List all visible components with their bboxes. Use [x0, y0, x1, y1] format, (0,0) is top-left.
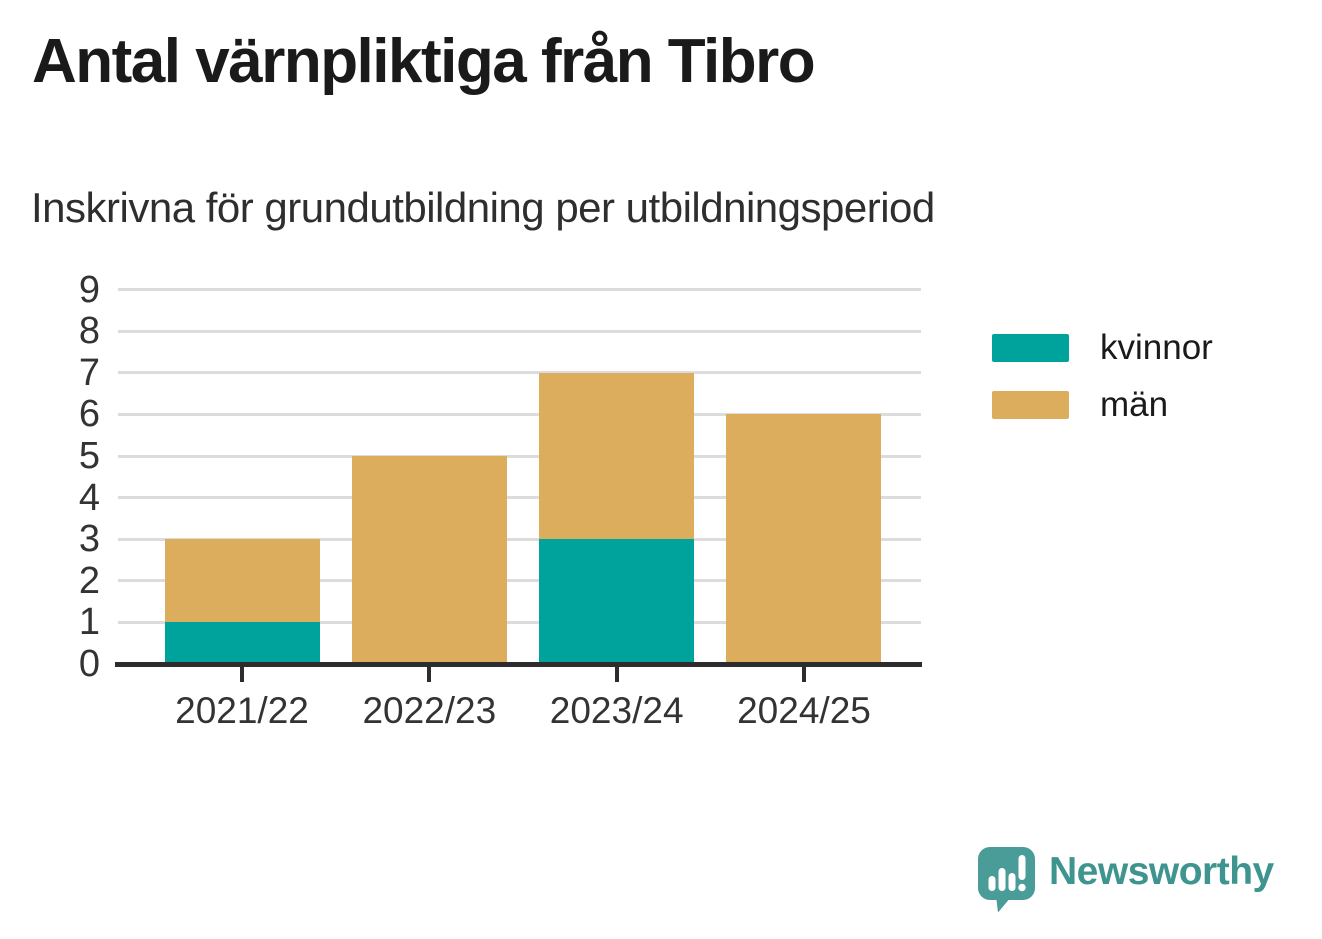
y-tick-label: 2: [78, 559, 100, 602]
y-tick-label: 8: [78, 310, 100, 353]
legend-row: kvinnor: [992, 328, 1213, 367]
bar-segment-män: [726, 414, 882, 664]
newsworthy-logo-icon: [978, 847, 1035, 913]
x-tick-label: 2023/24: [549, 690, 684, 731]
gridline: [118, 371, 921, 375]
y-tick-label: 6: [78, 393, 100, 436]
x-tick-label: 2024/25: [737, 690, 871, 731]
y-tick-label: 9: [78, 268, 100, 311]
bar-segment-män: [539, 372, 695, 540]
bar-segment-kvinnor: [164, 622, 320, 664]
y-tick-label: 3: [78, 518, 100, 561]
y-tick-label: 5: [78, 435, 100, 477]
y-tick-label: 1: [78, 601, 100, 644]
x-axis-line: [115, 662, 922, 667]
gridline: [118, 329, 921, 333]
y-tick-label: 0: [78, 643, 100, 685]
legend-label: kvinnor: [1100, 328, 1213, 367]
bar-segment-män: [164, 539, 320, 623]
x-axis-tick: [240, 666, 244, 682]
legend-swatch-män: [992, 391, 1069, 419]
x-tick-label: 2022/23: [362, 690, 497, 731]
gridline: [118, 412, 921, 416]
legend: kvinnor män: [992, 328, 1213, 448]
y-tick-label: 4: [78, 476, 100, 519]
legend-swatch-kvinnor: [992, 334, 1069, 362]
gridline: [118, 579, 921, 583]
x-axis-tick: [801, 666, 806, 682]
gridline: [118, 496, 921, 500]
brand-name: Newsworthy: [1049, 850, 1274, 893]
gridline: [118, 537, 921, 541]
gridline: [118, 620, 921, 624]
gridline: [118, 288, 921, 292]
bar-segment-kvinnor: [539, 539, 695, 664]
chart-title: Antal värnpliktiga från Tibro: [32, 27, 816, 96]
gridline: [118, 454, 921, 458]
brand-footer: Newsworthy: [977, 846, 1274, 914]
legend-label: män: [1100, 385, 1169, 424]
y-tick-label: 7: [78, 351, 100, 394]
x-axis-tick: [614, 666, 619, 682]
legend-row: män: [992, 385, 1213, 424]
x-axis-tick: [427, 666, 432, 682]
chart-subtitle: Inskrivna för grundutbildning per utbild…: [31, 184, 935, 231]
bar-segment-män: [351, 456, 507, 664]
x-tick-label: 2021/22: [175, 690, 309, 731]
